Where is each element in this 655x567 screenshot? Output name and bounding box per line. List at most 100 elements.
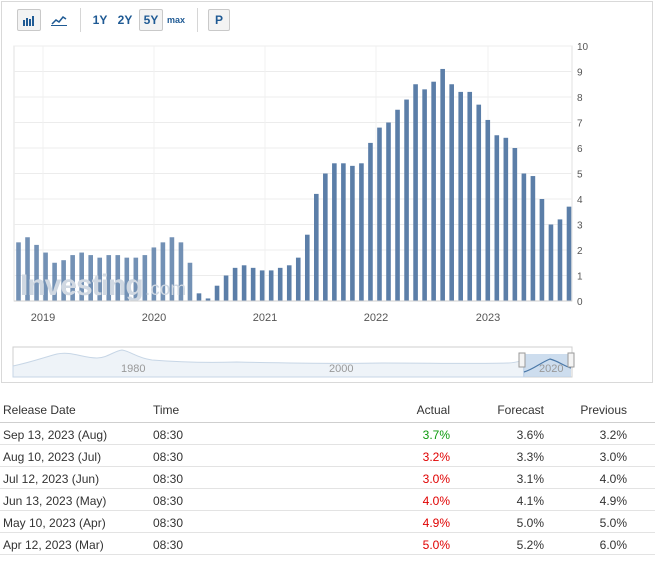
header-release-date[interactable]: Release Date: [3, 403, 76, 417]
cell-time: 08:30: [153, 450, 184, 464]
chart-canvas: Investing .com 0 1 2 3 4 5 6 7 8 9 10 2019 2020 2021 2…: [12, 42, 589, 378]
y-tick-label: 6: [577, 144, 583, 155]
x-tick-label: 2023: [476, 312, 500, 324]
bar[interactable]: [223, 275, 229, 302]
bar[interactable]: [79, 252, 84, 301]
navigator-label-2020: 2020: [539, 363, 563, 375]
bar[interactable]: [250, 267, 256, 301]
bar[interactable]: [196, 293, 202, 301]
bar[interactable]: [34, 244, 39, 301]
cell-time: 08:30: [153, 538, 184, 552]
bar[interactable]: [43, 252, 48, 301]
watermark-suffix: .com: [145, 279, 186, 300]
header-time[interactable]: Time: [153, 403, 180, 417]
bar[interactable]: [512, 148, 518, 301]
bar-chart-icon[interactable]: [17, 9, 41, 31]
toolbar-divider: [197, 8, 198, 32]
bar[interactable]: [295, 257, 301, 301]
cell-time: 08:30: [153, 428, 184, 442]
table-row: Apr 12, 2023 (Mar) 08:30 5.0% 5.2% 6.0%: [0, 533, 655, 555]
bar[interactable]: [259, 270, 265, 301]
y-tick-label: 5: [577, 170, 583, 181]
range-navigator[interactable]: 1980 2000 2020: [12, 346, 575, 378]
bar[interactable]: [142, 255, 148, 301]
table-row: Jul 12, 2023 (Jun) 08:30 3.0% 3.1% 4.0%: [0, 467, 655, 489]
range-5y-button[interactable]: 5Y: [139, 9, 163, 31]
bar[interactable]: [304, 234, 310, 301]
bar[interactable]: [187, 262, 193, 301]
bar[interactable]: [241, 265, 247, 301]
bar[interactable]: [449, 84, 454, 301]
bar[interactable]: [106, 255, 112, 301]
bar[interactable]: [350, 165, 355, 301]
bar[interactable]: [440, 68, 445, 301]
print-button[interactable]: P: [208, 9, 230, 31]
bar[interactable]: [214, 285, 220, 301]
bar[interactable]: [404, 99, 409, 301]
cell-previous: 3.2%: [599, 428, 627, 442]
y-tick-label: 3: [577, 221, 583, 232]
header-previous[interactable]: Previous: [580, 403, 627, 417]
cell-actual: 3.7%: [422, 428, 450, 442]
bar[interactable]: [178, 242, 184, 301]
cell-release-date: Jul 12, 2023 (Jun): [3, 472, 100, 486]
bar[interactable]: [341, 163, 346, 301]
range-2y-button[interactable]: 2Y: [117, 13, 133, 27]
cell-release-date: May 10, 2023 (Apr): [3, 516, 106, 530]
bar[interactable]: [359, 163, 364, 301]
bar[interactable]: [413, 84, 418, 301]
bar[interactable]: [133, 257, 139, 301]
bar[interactable]: [124, 257, 130, 301]
navigator-right-handle[interactable]: [567, 352, 575, 368]
header-actual[interactable]: Actual: [416, 403, 450, 417]
bar[interactable]: [151, 247, 157, 301]
cell-actual: 3.0%: [422, 472, 450, 486]
bar[interactable]: [70, 255, 75, 301]
bar[interactable]: [368, 142, 373, 301]
bar[interactable]: [88, 255, 93, 301]
bar[interactable]: [52, 262, 57, 301]
bar[interactable]: [476, 104, 482, 302]
bar[interactable]: [395, 109, 400, 301]
bar[interactable]: [431, 81, 436, 301]
bar[interactable]: [115, 255, 121, 301]
bar[interactable]: [539, 199, 545, 301]
bar[interactable]: [314, 193, 319, 301]
bar[interactable]: [557, 219, 563, 301]
navigator-left-handle[interactable]: [518, 352, 526, 368]
bar[interactable]: [467, 91, 473, 302]
bar[interactable]: [422, 89, 427, 301]
bar[interactable]: [160, 242, 166, 301]
bar[interactable]: [332, 163, 337, 301]
cell-previous: 5.0%: [599, 516, 627, 530]
bar[interactable]: [530, 176, 536, 301]
bar[interactable]: [485, 119, 491, 301]
bar[interactable]: [386, 122, 391, 302]
line-chart-icon[interactable]: [47, 9, 71, 31]
bar[interactable]: [503, 137, 509, 301]
bar[interactable]: [521, 173, 527, 302]
y-tick-label: 1: [577, 272, 583, 283]
range-1y-button[interactable]: 1Y: [92, 13, 108, 27]
bar[interactable]: [16, 242, 21, 301]
bar[interactable]: [169, 237, 175, 301]
bar[interactable]: [494, 135, 500, 301]
bar[interactable]: [277, 267, 283, 301]
range-max-button[interactable]: max: [166, 15, 185, 25]
investing-watermark: Investing .com: [20, 269, 186, 302]
navigator-label-2000: 2000: [329, 363, 353, 375]
bar[interactable]: [286, 265, 292, 301]
bar[interactable]: [377, 127, 382, 301]
bar[interactable]: [323, 173, 328, 302]
bar[interactable]: [232, 267, 238, 301]
bar[interactable]: [548, 224, 554, 302]
bar[interactable]: [268, 270, 274, 301]
bar[interactable]: [61, 260, 66, 301]
bar[interactable]: [97, 257, 103, 301]
bar[interactable]: [566, 206, 572, 301]
header-forecast[interactable]: Forecast: [497, 403, 544, 417]
bar[interactable]: [25, 237, 30, 301]
bar[interactable]: [458, 91, 463, 302]
bar[interactable]: [205, 298, 211, 301]
navigator-selection[interactable]: [523, 354, 571, 377]
